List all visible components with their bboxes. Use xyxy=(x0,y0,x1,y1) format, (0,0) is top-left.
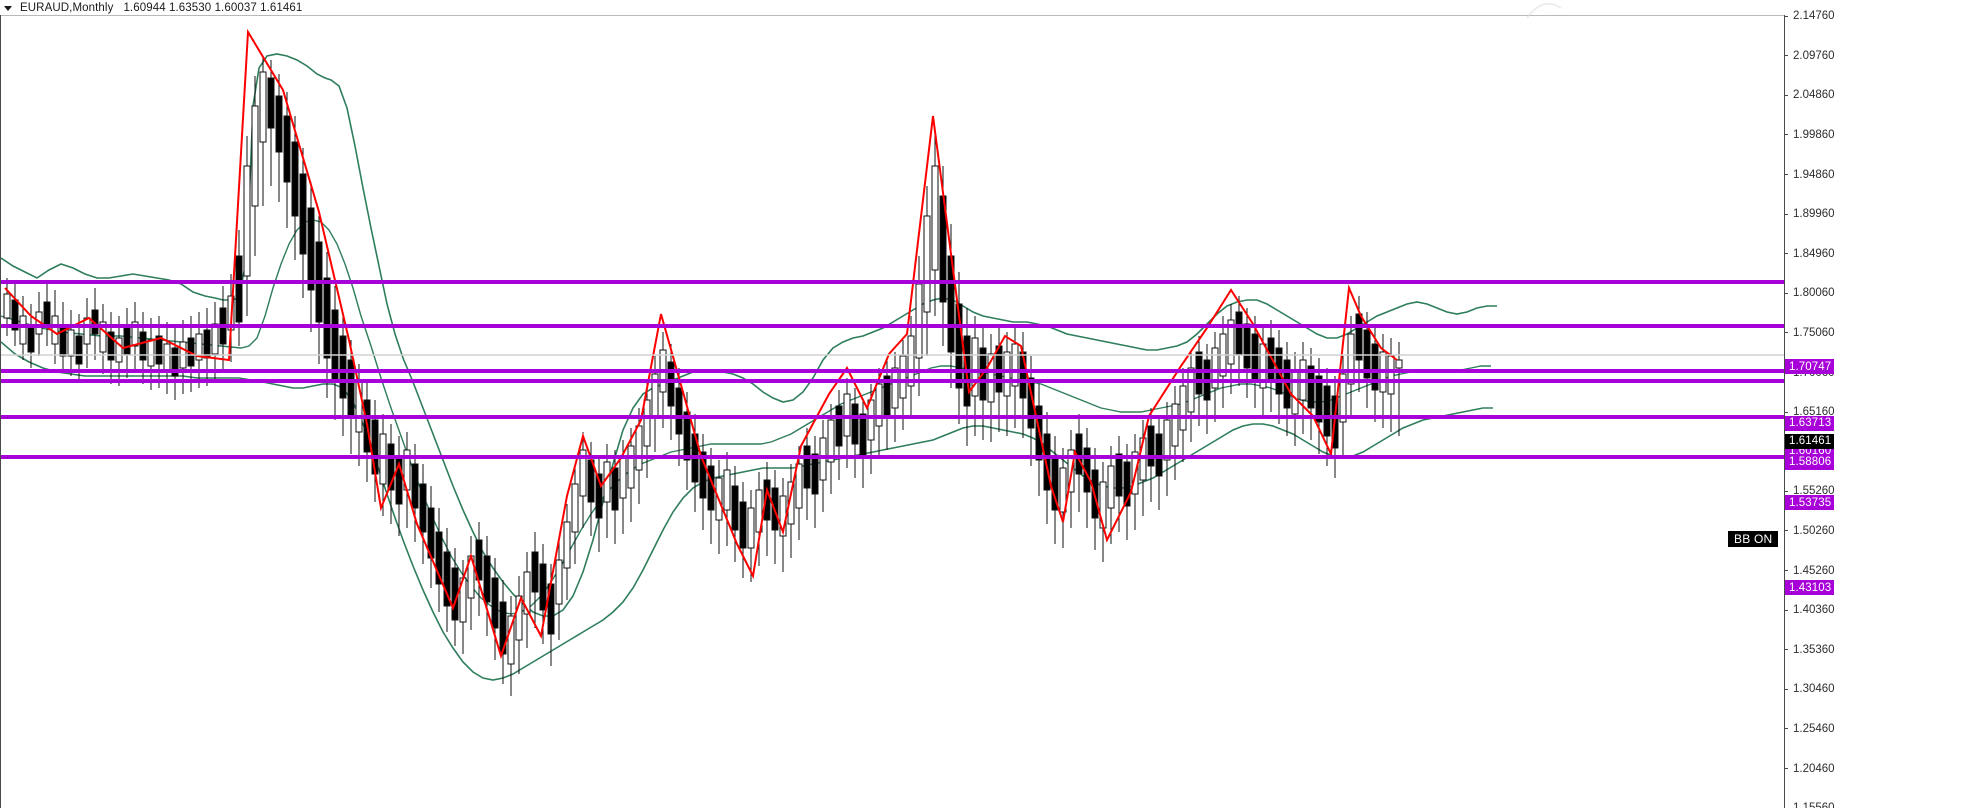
tick-dash xyxy=(1784,649,1788,651)
tick-label: 1.55260 xyxy=(1793,485,1835,498)
tick-label: 1.80060 xyxy=(1793,287,1835,300)
tick-dash xyxy=(1784,570,1788,572)
tick-dash xyxy=(1784,213,1788,215)
price-tick: 2.09760 xyxy=(1784,49,1835,63)
tick-label: 1.65160 xyxy=(1793,406,1835,418)
price-tick: 1.84960 xyxy=(1784,247,1835,261)
level-price-tag-1-53735[interactable]: 1.53735 xyxy=(1785,495,1835,511)
bollinger-lower-band xyxy=(1,341,1493,681)
tick-label: 1.20460 xyxy=(1793,762,1835,775)
price-tick: 1.45260 xyxy=(1784,564,1835,578)
titlebar-divider xyxy=(0,15,1987,16)
level-price-tag-1-53735-label: 1.53735 xyxy=(1789,496,1832,509)
tick-label: 2.09760 xyxy=(1793,49,1835,62)
tick-label: 1.89960 xyxy=(1793,208,1835,220)
price-tick: 2.14760 xyxy=(1784,9,1835,23)
price-tick: 1.15560 xyxy=(1784,801,1835,808)
watermark-arc xyxy=(1526,2,1562,19)
tick-dash xyxy=(1784,728,1788,730)
tick-dash xyxy=(1784,94,1788,96)
tick-label: 1.75060 xyxy=(1793,326,1835,339)
tick-dash xyxy=(1784,253,1788,255)
price-tick: 1.50260 xyxy=(1784,524,1835,538)
level-price-tag-1-70747-label: 1.70747 xyxy=(1789,360,1832,373)
level-price-tag-1-63713-label: 1.63713 xyxy=(1789,417,1832,430)
level-price-tag-1-58806-label: 1.58806 xyxy=(1789,456,1832,469)
level-price-tag-1-43103-label: 1.43103 xyxy=(1789,581,1832,594)
horizontal-level-lines[interactable] xyxy=(1,280,1784,459)
price-tick: 1.40360 xyxy=(1784,603,1835,617)
tick-dash xyxy=(1784,609,1788,611)
tick-dash xyxy=(1784,530,1788,532)
level-price-tag-1-63713[interactable]: 1.63713 xyxy=(1785,415,1835,431)
tick-label: 1.15560 xyxy=(1793,802,1835,808)
price-scale[interactable]: 2.14760 2.09760 2.04860 1.99860 1.94860 1.899… xyxy=(1784,0,1987,808)
price-tick: 1.75060 xyxy=(1784,326,1835,340)
level-price-tag-1-43103[interactable]: 1.43103 xyxy=(1785,580,1835,596)
tick-dash xyxy=(1784,15,1788,17)
price-tick: 1.30460 xyxy=(1784,682,1835,696)
tick-dash xyxy=(1784,174,1788,176)
price-tick: 1.89960 xyxy=(1784,207,1835,221)
price-tick: 1.35360 xyxy=(1784,643,1835,657)
candlestick-series xyxy=(3,56,1403,696)
tick-dash xyxy=(1784,411,1788,413)
tick-dash xyxy=(1784,292,1788,294)
tick-dash xyxy=(1784,55,1788,57)
tick-label: 1.84960 xyxy=(1793,247,1835,260)
price-tick: 1.20460 xyxy=(1784,762,1835,776)
ohlc-values-label: 1.60944 1.63530 1.60037 1.61461 xyxy=(123,2,303,14)
chart-left-border xyxy=(0,15,1,808)
bollinger-middle-band xyxy=(1,219,1491,615)
tick-dash xyxy=(1784,688,1788,690)
tick-label: 1.30460 xyxy=(1793,683,1835,696)
chart-plot-area[interactable] xyxy=(1,16,1784,808)
price-tick: 1.94860 xyxy=(1784,168,1835,182)
price-tick: 1.80060 xyxy=(1784,286,1835,300)
tick-dash xyxy=(1784,332,1788,334)
tick-label: 1.94860 xyxy=(1793,168,1835,181)
price-tick: 2.04860 xyxy=(1784,88,1835,102)
price-tick: 1.55260 xyxy=(1784,484,1835,498)
tick-dash xyxy=(1784,490,1788,492)
last-price-tag-label: 1.61461 xyxy=(1789,435,1832,448)
tick-label: 1.99860 xyxy=(1793,128,1835,141)
tick-label: 1.25460 xyxy=(1793,722,1835,735)
bb-on-label: BB ON xyxy=(1734,532,1773,546)
tick-label: 1.45260 xyxy=(1793,564,1835,577)
price-tick: 1.65160 xyxy=(1784,405,1835,419)
tick-label: 2.04860 xyxy=(1793,89,1835,102)
last-price-tag[interactable]: 1.61461 xyxy=(1785,433,1835,449)
price-chart-svg xyxy=(1,28,1784,696)
tick-dash xyxy=(1784,134,1788,136)
level-price-tag-1-58806[interactable]: 1.58806 xyxy=(1785,454,1835,470)
symbol-timeframe-label: EURAUD,Monthly xyxy=(20,2,114,14)
bb-on-indicator-badge[interactable]: BB ON xyxy=(1728,531,1779,547)
price-tick: 1.25460 xyxy=(1784,722,1835,736)
price-tick: 1.99860 xyxy=(1784,128,1835,142)
tick-dash xyxy=(1784,768,1788,770)
tick-label: 1.35360 xyxy=(1793,643,1835,656)
tick-label: 2.14760 xyxy=(1793,10,1835,22)
tick-label: 1.40360 xyxy=(1793,604,1835,616)
chart-titlebar: EURAUD,Monthly 1.60944 1.63530 1.60037 1… xyxy=(0,0,1987,16)
zigzag-indicator xyxy=(4,28,1398,660)
chevron-down-icon[interactable] xyxy=(4,5,12,11)
tick-label: 1.50260 xyxy=(1793,524,1835,537)
level-price-tag-1-70747[interactable]: 1.70747 xyxy=(1785,359,1835,375)
